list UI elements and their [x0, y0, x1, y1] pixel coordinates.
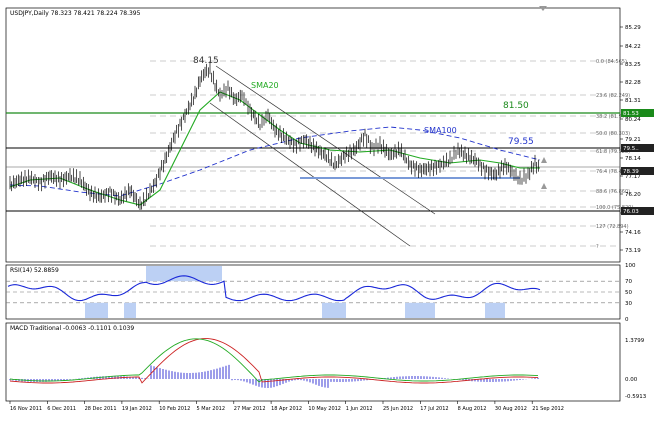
- price-axis-label: 74.16: [625, 230, 641, 236]
- rsi-zone: [405, 302, 435, 318]
- rsi-zone: [124, 302, 136, 318]
- fib-label: ?: [596, 244, 599, 250]
- macd-histogram: [9, 364, 539, 388]
- fib-label: 23.6 (82.249): [596, 93, 630, 99]
- time-axis-label: 16 Nov 2011: [10, 406, 42, 412]
- time-axis-label: 1 Jun 2012: [346, 406, 373, 412]
- price-tag: [621, 207, 654, 215]
- fib-label: 76.4 (78.440): [596, 169, 630, 175]
- macd-axis: 1.3799 0.00 -0.5913: [625, 338, 647, 400]
- down-arrow-icon: [539, 6, 547, 11]
- channel-upper-line: [215, 65, 436, 215]
- time-axis-label: 8 Aug 2012: [458, 406, 487, 412]
- price-axis-label: 76.20: [625, 192, 641, 198]
- time-axis-label: 6 Dec 2011: [47, 406, 76, 412]
- peak-label: 84.15: [193, 56, 219, 66]
- sma20-line: [9, 91, 540, 206]
- price-axis-label: 80.24: [625, 117, 641, 123]
- rsi-zone: [146, 266, 222, 282]
- macd-panel-frame: [5, 322, 621, 402]
- rsi-zone: [85, 302, 108, 318]
- fib-label: 61.8 (79.528): [596, 149, 630, 155]
- rsi-axis-label: 0: [625, 317, 629, 323]
- price-axis-label: 84.22: [625, 44, 641, 50]
- time-axis-label: 5 Mar 2012: [197, 406, 226, 412]
- price-candles: [9, 61, 539, 211]
- time-axis-label: 21 Sep 2012: [532, 406, 564, 412]
- time-axis-label: 19 Jan 2012: [122, 406, 152, 412]
- time-axis: 16 Nov 2011 6 Dec 2011 28 Dec 2011 19 Jan 2…: [9, 401, 564, 412]
- fibonacci-labels: 0.0 (84.565) 23.6 (82.249) 38.2 (81.974) 50…: [596, 59, 633, 250]
- price-axis-label: 79.21: [625, 137, 641, 143]
- sma20-label: SMA20: [251, 81, 279, 90]
- time-axis-label: 17 Jul 2012: [420, 406, 448, 412]
- price-axis-label: 77.17: [625, 174, 641, 180]
- price-tag: [621, 144, 654, 152]
- sma100-label: SMA100: [424, 126, 457, 135]
- rsi-zone: [322, 302, 346, 318]
- price-tag-label: 76.03: [623, 209, 639, 215]
- fib-label: 127 (72.894): [596, 224, 629, 230]
- price-tag-label: 81.53: [623, 111, 639, 117]
- fib-label: 50.0 (80.303): [596, 131, 630, 137]
- fibonacci-levels: [150, 60, 620, 247]
- up-arrow-icon: [541, 183, 547, 189]
- macd-axis-label: 0.00: [625, 377, 638, 383]
- time-axis-label: 25 Jun 2012: [383, 406, 413, 412]
- macd-line: [9, 338, 539, 383]
- fib-label: 0.0 (84.565): [596, 59, 627, 65]
- rsi-axis: 100 70 50 30 0: [625, 263, 636, 323]
- rsi-axis-label: 100: [625, 263, 636, 269]
- price-axis-label: 85.29: [625, 25, 641, 31]
- price-tag: [621, 109, 654, 117]
- time-axis-label: 10 Feb 2012: [159, 406, 190, 412]
- time-axis-label: 30 Aug 2012: [495, 406, 527, 412]
- time-axis-label: 18 Apr 2012: [271, 406, 302, 412]
- up-arrow-icon: [541, 157, 547, 163]
- macd-axis-label: -0.5913: [625, 394, 647, 400]
- price-axis-label: 81.31: [625, 98, 641, 104]
- rsi-title: RSI(14) 52.8859: [10, 267, 59, 274]
- time-axis-label: 10 May 2012: [308, 406, 341, 412]
- price-tag-label: 78.39: [623, 169, 639, 175]
- time-axis-label: 28 Dec 2011: [85, 406, 117, 412]
- sma100-line: [9, 126, 541, 197]
- rsi-line: [7, 275, 541, 302]
- macd-title: MACD Traditional -0.0063 -0.1101 0.1039: [10, 325, 135, 332]
- price-axis-label: 82.28: [625, 80, 641, 86]
- rsi-zone: [485, 302, 505, 318]
- fib-label: 100.0 (75.820): [596, 205, 633, 211]
- level-8150-label: 81.50: [503, 101, 529, 111]
- rsi-levels: [6, 280, 620, 304]
- main-panel-frame: [5, 7, 621, 263]
- price-tags: 81.53 79.5.. 78.39 76.03: [621, 109, 654, 215]
- price-axis-label: 73.19: [625, 248, 641, 254]
- main-chart-title: USDJPY,Daily 78.323 78.421 78.224 78.395: [10, 10, 141, 17]
- price-axis-label: 78.14: [625, 156, 641, 162]
- time-axis-label: 27 Mar 2012: [234, 406, 266, 412]
- level-7955-label: 79.55: [508, 137, 534, 147]
- macd-signal-line: [9, 338, 539, 384]
- macd-axis-label: 1.3799: [625, 338, 645, 344]
- rsi-axis-label: 30: [625, 301, 632, 307]
- channel-lower-line: [209, 102, 411, 247]
- rsi-zones: [85, 266, 505, 318]
- price-tag-label: 79.5..: [623, 146, 639, 152]
- fib-label: 38.2 (81.974): [596, 114, 630, 120]
- rsi-axis-label: 50: [625, 290, 632, 296]
- fib-label: 88.6 (76.860): [596, 189, 630, 195]
- price-tag: [621, 167, 654, 175]
- rsi-axis-label: 70: [625, 279, 632, 285]
- price-axis-label: 83.25: [625, 62, 641, 68]
